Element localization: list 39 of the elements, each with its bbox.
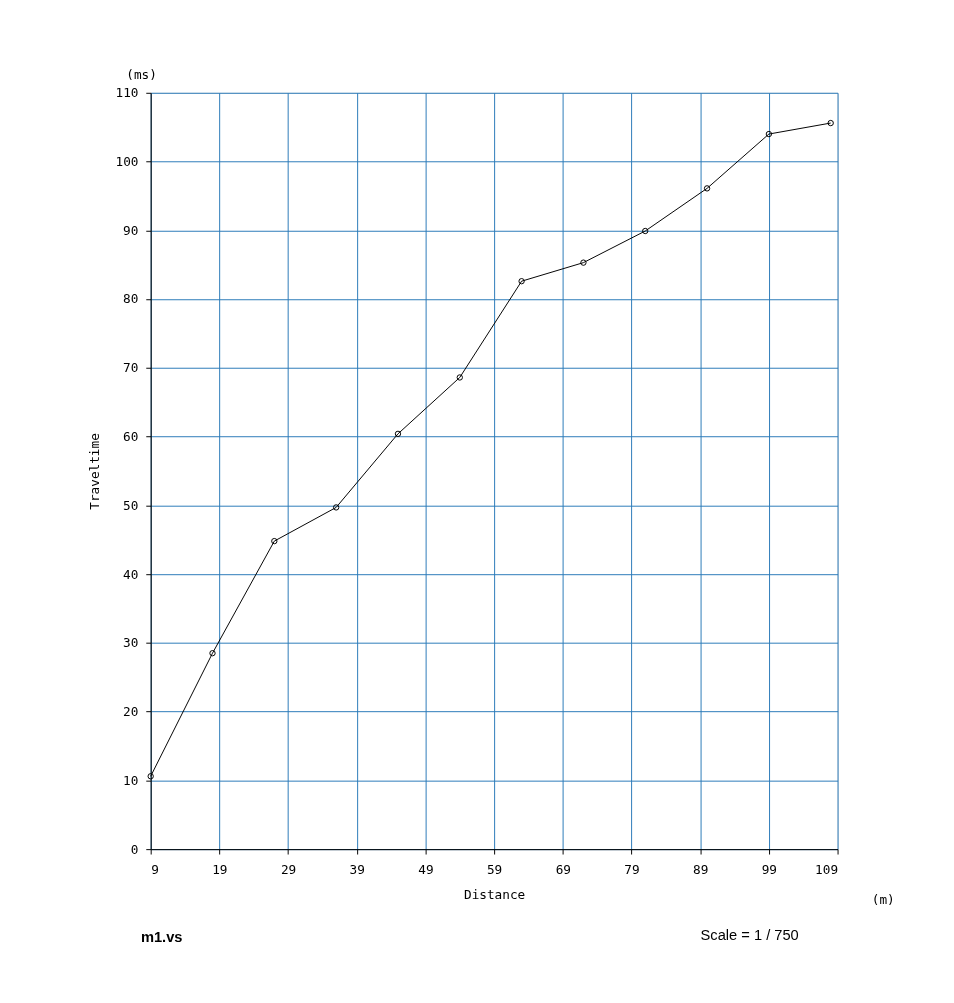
point <box>456 374 463 381</box>
point <box>332 504 340 511</box>
x-tick-label: 29 <box>280 862 297 878</box>
x-tick-label: 109 <box>815 862 839 878</box>
x-tick-label: 89 <box>693 862 709 878</box>
y-tick-label: 110 <box>115 85 139 101</box>
x-tick-label: 39 <box>349 862 365 878</box>
x-tick-label: 69 <box>555 862 571 878</box>
point <box>271 537 278 545</box>
text: m1.vs <box>140 929 183 946</box>
text: (ms) <box>126 67 157 83</box>
point <box>394 430 402 438</box>
x-tick-label: 19 <box>212 862 228 878</box>
x-tick-label: 49 <box>418 862 434 878</box>
x-axis-title: Distance <box>463 886 526 902</box>
y-tick-label: 100 <box>115 153 139 169</box>
x-tick-label: 9 <box>151 862 159 878</box>
y-tick-label: 90 <box>123 222 139 238</box>
x-tick-label: 79 <box>624 862 640 878</box>
point <box>703 185 711 192</box>
x-tick-label: 99 <box>761 862 778 878</box>
point <box>580 259 587 266</box>
y-tick-label: 50 <box>123 497 139 513</box>
point <box>209 650 216 657</box>
y-tick-label: 40 <box>123 566 139 582</box>
y-tick-label: 80 <box>123 291 139 307</box>
point <box>518 278 525 285</box>
y-tick-label: 0 <box>130 841 139 857</box>
point <box>765 130 773 138</box>
text: (m) <box>871 891 895 907</box>
x-tick-label: 59 <box>486 862 503 878</box>
y-axis-title: Traveltime <box>86 433 102 510</box>
text: Scale = 1 / 750 <box>700 927 799 944</box>
point <box>642 227 649 235</box>
y-tick-label: 60 <box>123 429 139 444</box>
y-tick-label: 10 <box>123 772 139 788</box>
y-tick-label: 20 <box>123 704 139 720</box>
y-tick-label: 70 <box>123 360 139 376</box>
y-tick-label: 30 <box>123 635 139 651</box>
